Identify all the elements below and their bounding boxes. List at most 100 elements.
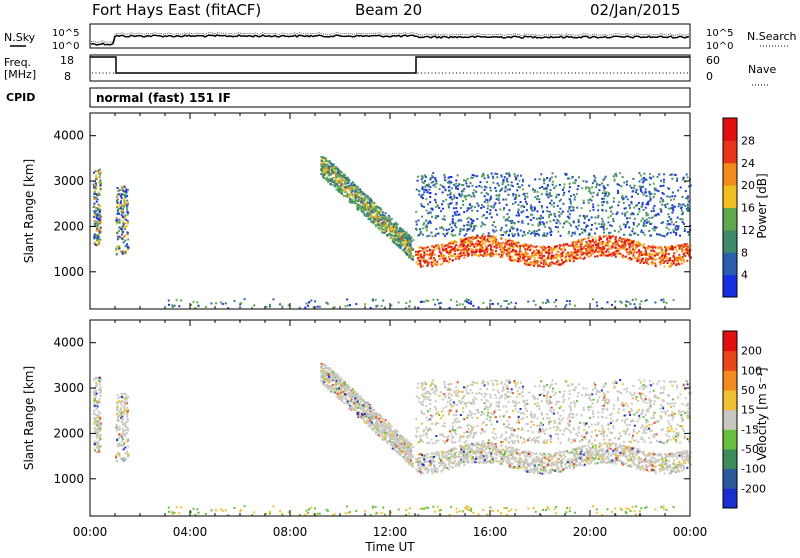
- power-cell: [324, 173, 326, 175]
- power-cell: [660, 185, 662, 187]
- power-cell: [518, 253, 520, 255]
- power-cell: [395, 222, 397, 224]
- power-cell: [571, 177, 573, 179]
- power-cell: [121, 197, 123, 199]
- power-cell: [317, 306, 319, 308]
- power-cell: [512, 246, 514, 248]
- power-cell: [562, 245, 564, 247]
- power-cell: [385, 222, 387, 224]
- power-cell: [422, 227, 424, 229]
- power-cell: [519, 186, 521, 188]
- power-cell: [480, 225, 482, 227]
- power-cell: [366, 213, 368, 215]
- power-cell: [642, 186, 644, 188]
- power-cell: [443, 260, 445, 262]
- power-cell: [619, 225, 621, 227]
- power-cell: [496, 176, 498, 178]
- power-cell: [649, 199, 651, 201]
- power-cell: [584, 238, 586, 240]
- velocity-cell: [94, 391, 96, 393]
- power-cell: [464, 240, 466, 242]
- power-cell: [116, 206, 118, 208]
- power-cell: [623, 181, 625, 183]
- power-cell: [455, 187, 457, 189]
- power-cell: [463, 179, 465, 181]
- power-cell: [402, 239, 404, 241]
- power-cell: [656, 233, 658, 235]
- power-cell: [121, 214, 123, 216]
- power-cell: [543, 246, 545, 248]
- power-cell: [676, 263, 678, 265]
- power-cell: [548, 255, 550, 257]
- power-cell: [643, 179, 645, 181]
- velocity-cell: [96, 393, 98, 395]
- sky-scale-bottom: 10^0: [52, 41, 79, 52]
- power-cell: [330, 178, 332, 180]
- power-cell: [408, 234, 410, 236]
- power-cell: [442, 208, 444, 210]
- power-cell: [632, 245, 634, 247]
- power-cell: [408, 305, 410, 307]
- power-cell: [449, 190, 451, 192]
- power-cell: [98, 204, 100, 206]
- power-cell: [533, 217, 535, 219]
- velocity-cell: [535, 511, 537, 513]
- power-cell: [466, 224, 468, 226]
- power-cell: [652, 254, 654, 256]
- velocity-cell: [122, 445, 124, 447]
- power-cell: [605, 251, 607, 253]
- power-cell: [543, 223, 545, 225]
- power-cell: [543, 255, 545, 257]
- power-cell: [372, 205, 374, 207]
- power-cell: [607, 184, 609, 186]
- power-cell: [431, 250, 433, 252]
- power-cell: [433, 263, 435, 265]
- power-cell: [505, 224, 507, 226]
- power-cell: [119, 221, 121, 223]
- velocity-cell: [313, 513, 315, 515]
- power-cell: [665, 206, 667, 208]
- power-cell: [126, 209, 128, 211]
- power-cell: [667, 213, 669, 215]
- power-cell: [588, 245, 590, 247]
- power-cell: [96, 217, 98, 219]
- power-cell: [426, 191, 428, 193]
- power-cell: [345, 305, 347, 307]
- power-cell: [335, 166, 337, 168]
- power-cell: [269, 306, 271, 308]
- power-cell: [220, 301, 222, 303]
- power-cell: [364, 195, 366, 197]
- power-cell: [508, 252, 510, 254]
- power-cell: [562, 226, 564, 228]
- power-cell: [651, 210, 653, 212]
- power-cell: [540, 262, 542, 264]
- power-cell: [450, 299, 452, 301]
- power-cell: [520, 201, 522, 203]
- power-cell: [482, 233, 484, 235]
- power-cell: [385, 217, 387, 219]
- freq-tick-top: 18: [60, 54, 74, 67]
- power-cell: [180, 299, 182, 301]
- velocity-cell: [168, 511, 170, 513]
- power-cell: [518, 213, 520, 215]
- power-cell: [660, 180, 662, 182]
- power-cell: [538, 223, 540, 225]
- power-cell: [463, 257, 465, 259]
- power-cell: [598, 246, 600, 248]
- power-cell: [642, 232, 644, 234]
- velocity-cell: [93, 393, 95, 395]
- velocity-cell: [434, 511, 436, 513]
- power-cell: [375, 305, 377, 307]
- power-cell: [673, 262, 675, 264]
- power-cell: [617, 183, 619, 185]
- power-cell: [458, 254, 460, 256]
- power-cell: [655, 265, 657, 267]
- power-cell: [342, 191, 344, 193]
- power-cell: [425, 260, 427, 262]
- power-cell: [619, 248, 621, 250]
- power-cell: [205, 306, 207, 308]
- power-cell: [636, 225, 638, 227]
- power-cell: [614, 180, 616, 182]
- power-cell: [495, 190, 497, 192]
- power-cell: [364, 206, 366, 208]
